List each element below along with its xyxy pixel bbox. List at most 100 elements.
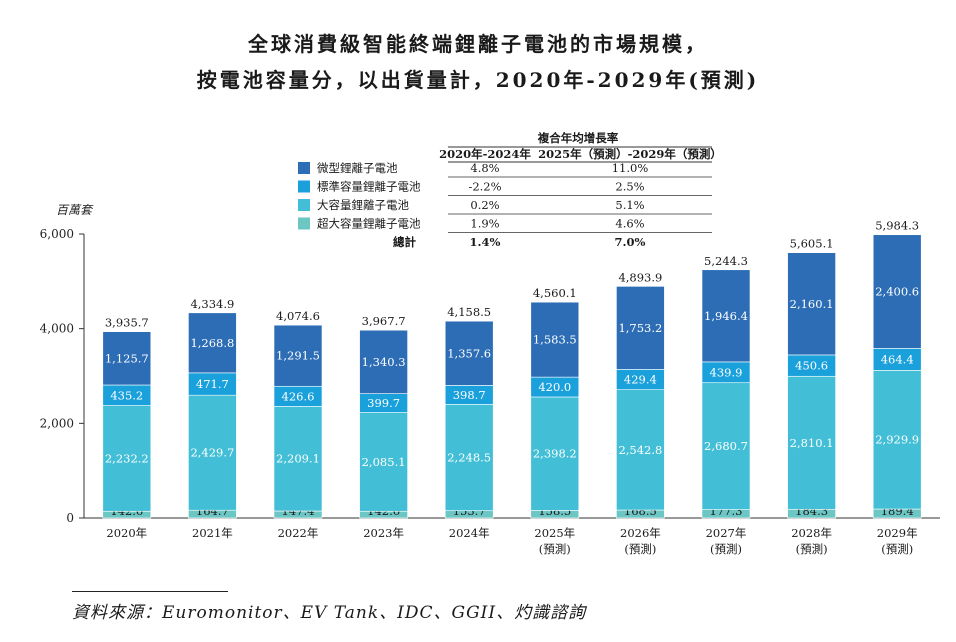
x-tick-label: 2021年 [192, 526, 233, 540]
data-label: 1,583.5 [533, 333, 577, 347]
x-tick-label: 2027年 [706, 526, 747, 540]
legend-swatch [298, 162, 310, 174]
x-tick-sublabel: (預測) [796, 542, 828, 556]
data-label: 2,929.9 [875, 433, 919, 447]
legend-label: 標準容量鋰離子電池 [317, 180, 421, 194]
bar-segment [787, 252, 836, 356]
total-label: 5,984.3 [875, 219, 919, 233]
data-label: 2,810.1 [790, 436, 834, 450]
bar-segment [444, 320, 494, 386]
bar-segment [616, 286, 665, 370]
data-label: 2,085.1 [362, 455, 406, 469]
bar-segment [188, 394, 237, 511]
bar-segment [701, 382, 751, 510]
bar-segment [787, 375, 836, 510]
legend-label: 微型鋰離子電池 [317, 161, 398, 175]
total-label: 3,967.7 [362, 314, 406, 328]
bar-segment [359, 412, 408, 512]
y-axis-label: 百萬套 [56, 203, 94, 217]
x-tick-label: 2028年 [791, 526, 832, 540]
y-tick-label: 4,000 [40, 322, 74, 336]
data-label: 2,429.7 [190, 446, 234, 460]
data-label: 2,248.5 [447, 451, 491, 465]
bar-segment [530, 301, 580, 378]
data-label: 1,291.5 [276, 349, 320, 363]
total-label: 4,334.9 [190, 297, 234, 311]
data-label: 471.7 [196, 377, 229, 391]
cagr-value: 5.1% [615, 198, 644, 212]
bar-segment [872, 234, 922, 349]
data-label: 420.0 [538, 380, 571, 394]
x-tick-sublabel: (預測) [539, 542, 571, 556]
bar-segment [102, 331, 152, 386]
cagr-value: 2.5% [615, 180, 644, 194]
data-label: 2,209.1 [276, 452, 320, 466]
data-label: 1,357.6 [447, 346, 491, 360]
data-label: 2,400.6 [875, 285, 919, 299]
cagr-total-label: 總計 [393, 235, 416, 249]
legend-swatch [298, 180, 310, 193]
cagr-header: 2025年（預測）-2029年（預測） [538, 147, 722, 161]
total-label: 3,935.7 [105, 316, 149, 330]
chart-title-line1: 全球消費級智能終端鋰離子電池的市場規模， [248, 32, 708, 56]
bar-segment [273, 406, 323, 512]
x-tick-label: 2020年 [106, 526, 147, 540]
data-label: 1,268.8 [190, 336, 234, 350]
data-label: 1,125.7 [105, 351, 149, 365]
x-tick-label: 2024年 [449, 526, 490, 540]
bar-segment [359, 329, 408, 394]
x-tick-label: 2029年 [877, 526, 918, 540]
total-label: 4,893.9 [618, 270, 662, 284]
data-label: 2,542.8 [618, 443, 662, 457]
legend-swatch [298, 199, 310, 211]
data-label: 1,753.2 [618, 321, 662, 335]
cagr-value: 11.0% [612, 161, 649, 175]
data-label: 429.4 [624, 373, 657, 387]
source-note: 資料來源：Euromonitor、EV Tank、IDC、GGII、灼識諮詢 [72, 603, 587, 623]
source-divider [72, 591, 228, 592]
total-label: 4,560.1 [533, 286, 577, 300]
bar-segment [102, 405, 152, 512]
total-label: 5,605.1 [790, 237, 834, 251]
x-tick-label: 2025年 [534, 526, 575, 540]
stacked-bar-chart: 百萬套02,0004,0006,000142.62,232.2435.21,12… [40, 131, 940, 556]
cagr-total-value: 1.4% [470, 235, 501, 249]
x-tick-label: 2026年 [620, 526, 661, 540]
data-label: 2,680.7 [704, 439, 748, 453]
data-label: 2,232.2 [105, 451, 149, 465]
bar-segment [616, 389, 665, 511]
bar-segment [188, 312, 237, 374]
cagr-value: 0.2% [470, 198, 499, 212]
cagr-value: 4.6% [615, 217, 644, 231]
data-label: 399.7 [367, 396, 400, 410]
cagr-title: 複合年均增長率 [537, 131, 619, 145]
data-label: 1,340.3 [362, 355, 406, 369]
x-tick-sublabel: (預測) [710, 542, 742, 556]
x-tick-sublabel: (預測) [881, 542, 913, 556]
legend-swatch [298, 217, 310, 230]
data-label: 398.7 [453, 388, 486, 402]
bar-segment [872, 370, 922, 510]
data-label: 2,160.1 [790, 297, 834, 311]
data-label: 450.6 [795, 359, 828, 373]
bar-segment [273, 324, 323, 387]
cagr-value: 1.9% [470, 217, 499, 231]
cagr-value: 4.8% [470, 161, 499, 175]
x-tick-sublabel: (預測) [624, 542, 656, 556]
cagr-total-value: 7.0% [615, 235, 646, 249]
total-label: 5,244.3 [704, 254, 748, 268]
y-tick-label: 0 [66, 511, 74, 525]
bar-segment [444, 403, 494, 512]
data-label: 1,946.4 [704, 309, 748, 323]
data-label: 435.2 [110, 388, 143, 402]
total-label: 4,158.5 [447, 305, 491, 319]
x-tick-label: 2022年 [278, 526, 319, 540]
chart-title-line2: 按電池容量分，以出貨量計，2020年-2029年(預測) [196, 68, 760, 92]
data-label: 439.9 [710, 365, 743, 379]
bar-segment [530, 396, 580, 511]
x-tick-label: 2023年 [363, 526, 404, 540]
legend-label: 大容量鋰離子電池 [317, 198, 409, 212]
bar-segment [701, 269, 751, 363]
cagr-value: -2.2% [468, 180, 501, 194]
legend-label: 超大容量鋰離子電池 [317, 217, 421, 231]
